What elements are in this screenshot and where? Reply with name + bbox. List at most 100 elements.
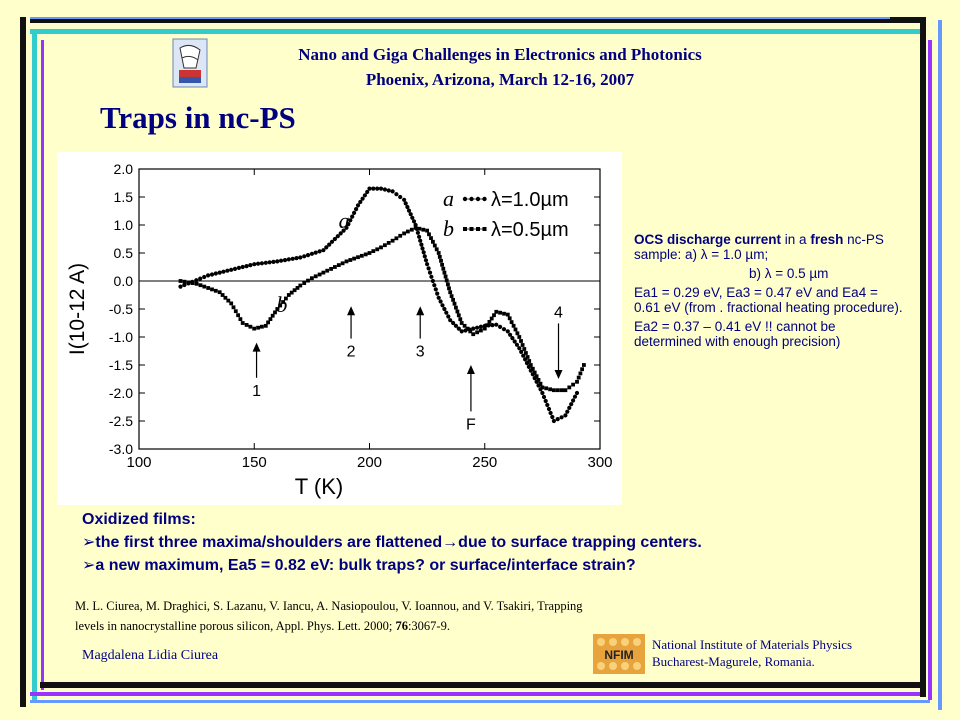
data-point (398, 194, 403, 200)
data-point (382, 187, 387, 192)
annotation-label: F (466, 416, 476, 433)
bullet-text: the first three maxima/shoulders are fla… (95, 534, 702, 551)
data-point (438, 299, 443, 304)
data-point (340, 261, 345, 266)
data-point (306, 278, 310, 283)
data-point (548, 410, 553, 416)
reference-text: M. L. Ciurea, M. Draghici, S. Lazanu, V.… (75, 599, 583, 633)
data-point (575, 379, 579, 384)
data-point (441, 266, 446, 271)
data-point (452, 301, 457, 306)
data-point (555, 388, 560, 393)
data-point (408, 212, 413, 217)
data-point (429, 274, 434, 279)
institution-location: Bucharest-Magurele, Romania. (652, 654, 815, 669)
legend-label: λ=1.0µm (491, 189, 569, 211)
data-point (244, 264, 249, 269)
reference-volume: 76 (395, 619, 408, 633)
data-point (429, 236, 433, 240)
frame-bottom-blue (30, 700, 930, 703)
data-point (465, 326, 470, 331)
data-point (406, 208, 412, 213)
x-tick-label: 250 (472, 454, 497, 471)
data-point (275, 259, 280, 264)
data-point (513, 327, 518, 332)
data-point (546, 406, 552, 412)
data-point (333, 265, 337, 269)
data-point (402, 197, 407, 202)
data-point (421, 227, 426, 232)
arrow-bullet-icon: ➢ (82, 557, 96, 574)
data-point (426, 266, 431, 271)
data-point (209, 272, 215, 277)
data-point (363, 252, 368, 257)
data-point (325, 268, 330, 273)
data-point (273, 310, 277, 315)
data-point (430, 278, 435, 284)
data-point (383, 243, 387, 248)
y-axis-label: I(10-12 A) (66, 263, 89, 355)
data-point (479, 328, 483, 333)
data-point (248, 324, 253, 329)
data-point (294, 256, 299, 261)
annotation-arrowhead (347, 306, 356, 316)
data-point (498, 310, 502, 315)
data-point (226, 298, 231, 303)
data-point (220, 293, 225, 297)
data-point (358, 199, 363, 205)
data-point (508, 332, 513, 337)
data-point (198, 276, 203, 281)
chart-ticks: 100 150 200 250 300 2.0 1.5 1.0 0.5 0.0 -0.5 -1.0 -1… (109, 161, 613, 471)
y-tick-label: -2.5 (109, 413, 133, 429)
bullet-item: ➢a new maximum, Ea5 = 0.82 eV: bulk trap… (82, 554, 882, 577)
data-point (206, 273, 211, 278)
x-tick-label: 300 (587, 454, 612, 471)
data-point (448, 290, 453, 295)
data-point (442, 306, 447, 312)
data-point (344, 225, 349, 230)
annotation-arrowhead (466, 365, 475, 374)
data-point (538, 381, 543, 386)
data-point (475, 325, 480, 330)
frame-top-dark (30, 17, 920, 23)
data-point (507, 316, 512, 321)
data-point (444, 310, 449, 315)
data-point (213, 288, 218, 293)
data-point (284, 296, 288, 301)
data-point (515, 331, 520, 336)
data-point (268, 317, 273, 321)
chart-marks (178, 186, 586, 424)
data-point (290, 256, 295, 261)
data-point (231, 305, 236, 310)
y-tick-label: -3.0 (109, 441, 133, 457)
data-point (194, 281, 199, 286)
data-point (574, 390, 580, 396)
data-point (455, 309, 460, 314)
data-point (403, 201, 408, 206)
chart-axes (138, 168, 601, 450)
data-point (256, 261, 261, 266)
slide-title: Traps in nc-PS (100, 100, 296, 135)
frame-top-blue (30, 17, 890, 19)
data-point (517, 335, 522, 339)
data-point (563, 413, 568, 418)
data-point (422, 254, 427, 259)
chart-caption: OCS discharge current in a fresh nc-PS s… (634, 232, 904, 353)
x-tick-label: 200 (357, 454, 382, 471)
data-point (451, 320, 456, 326)
annotation-label: 2 (347, 344, 356, 361)
data-point (252, 262, 257, 267)
data-point (475, 330, 479, 335)
data-point (292, 288, 297, 293)
data-point (502, 311, 506, 316)
data-point (332, 236, 337, 242)
data-point (421, 250, 426, 255)
data-point (580, 367, 584, 372)
data-point (286, 293, 291, 297)
data-point (525, 355, 530, 359)
data-point (354, 207, 359, 212)
data-point (524, 351, 528, 355)
data-point (449, 294, 454, 298)
data-point (436, 251, 441, 255)
data-point (544, 386, 549, 391)
